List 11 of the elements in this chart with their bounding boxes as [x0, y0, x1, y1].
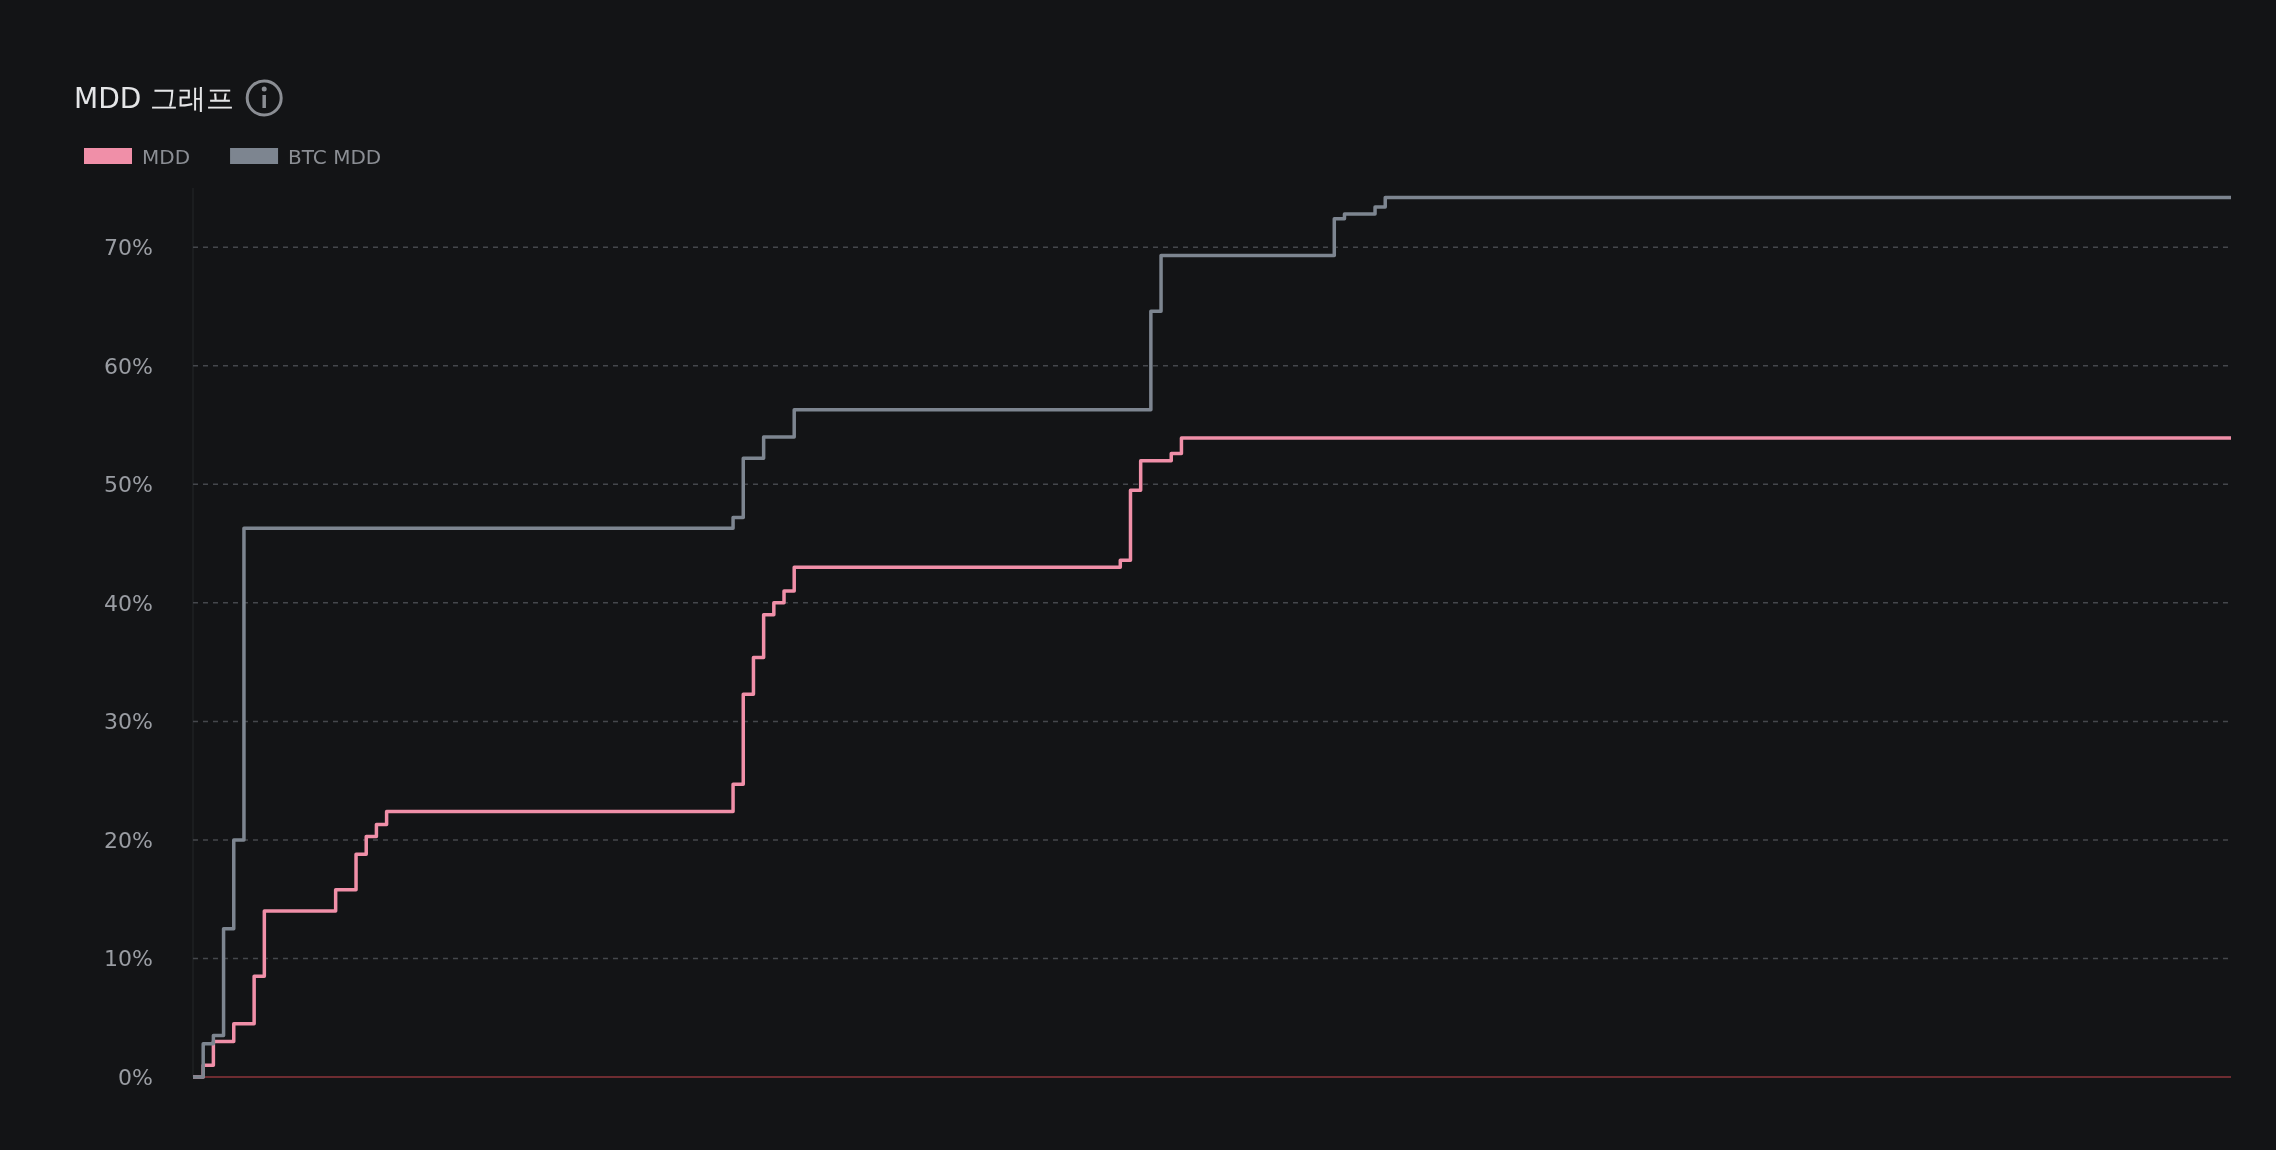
chart-title: MDD 그래프	[74, 82, 235, 115]
y-tick-label: 10%	[104, 946, 153, 972]
y-tick-label: 0%	[118, 1065, 153, 1090]
y-tick-label: 20%	[104, 827, 153, 853]
y-tick-label: 30%	[104, 709, 153, 735]
y-tick-label: 40%	[104, 590, 153, 616]
legend-label: MDD	[142, 145, 191, 169]
y-tick-label: 50%	[104, 472, 153, 498]
legend-label: BTC MDD	[288, 145, 382, 169]
y-tick-label: 70%	[104, 235, 153, 261]
y-tick-label: 60%	[104, 353, 153, 379]
